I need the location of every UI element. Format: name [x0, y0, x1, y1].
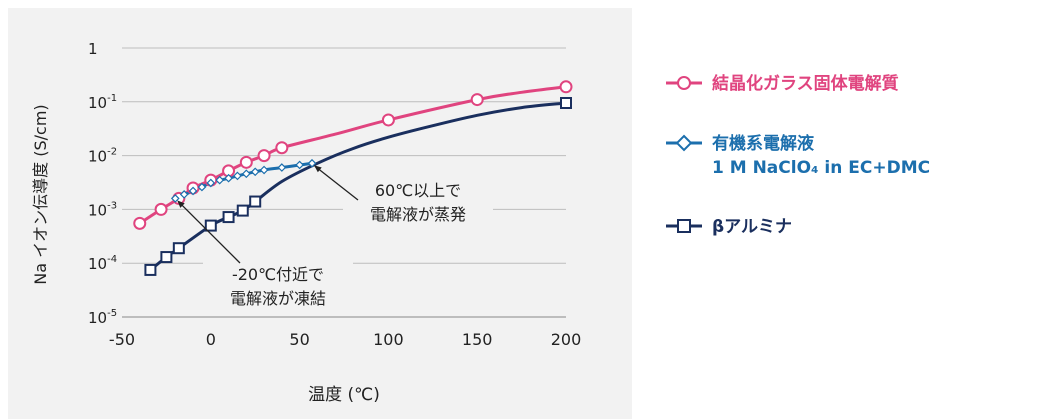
- annotation-arrow: [314, 165, 359, 201]
- legend-label-alumina: βアルミナ: [712, 217, 792, 237]
- data-point-circle: [559, 80, 573, 94]
- legend-sublabel-organic: 1 M NaClO₄ in EC+DMC: [712, 158, 931, 178]
- annotation-arrowhead-icon: [177, 200, 185, 208]
- data-point-diamond: [250, 167, 260, 177]
- annotation-text: 電解液が凍結: [230, 289, 326, 308]
- annotation-box: [203, 260, 353, 310]
- data-point-square: [222, 211, 235, 224]
- data-point-square: [144, 263, 157, 276]
- annotation-box: [343, 176, 493, 226]
- legend-circle-marker-icon: [666, 76, 702, 90]
- data-point-square: [172, 242, 185, 255]
- data-point-diamond: [215, 175, 225, 185]
- data-point-diamond: [188, 186, 198, 196]
- data-point-circle: [470, 93, 484, 107]
- data-point-circle: [239, 155, 253, 169]
- y-tick-label: 10-2: [88, 147, 117, 166]
- data-point-diamond: [233, 171, 242, 181]
- data-point-diamond: [197, 182, 207, 192]
- data-point-diamond: [277, 163, 287, 172]
- legend-label-glass: 結晶化ガラス固体電解質: [712, 74, 899, 94]
- data-point-square: [204, 219, 217, 232]
- legend-square-marker-icon: [666, 219, 702, 233]
- chart-panel: 1 10-1 10-2 10-3 10-4 10-5 -50 0 50 100 150 200 温度 (…: [8, 8, 632, 419]
- x-tick-label: 50: [289, 330, 309, 349]
- legend-label-organic: 有機系電解液: [712, 134, 814, 154]
- data-point-diamond: [206, 178, 216, 188]
- x-tick-label: 0: [206, 330, 216, 349]
- x-tick-label: 200: [551, 330, 582, 349]
- y-tick-label: 10-4: [88, 254, 117, 273]
- data-point-diamond: [295, 160, 304, 170]
- data-point-square: [560, 96, 572, 109]
- legend-item-alumina: βアルミナ: [664, 215, 792, 239]
- data-point-square: [236, 204, 249, 217]
- x-tick-label: 100: [373, 330, 404, 349]
- annotation-arrowhead-icon: [314, 165, 322, 173]
- data-point-square: [249, 195, 262, 208]
- y-tick-label: 1: [88, 40, 98, 58]
- series-line-square: [149, 101, 567, 272]
- y-tick-label: 10-1: [88, 93, 117, 112]
- legend-item-organic: 有機系電解液 1 M NaClO₄ in EC+DMC: [664, 132, 930, 180]
- annotation-text: 60℃以上で: [375, 181, 461, 200]
- conductivity-chart: 1 10-1 10-2 10-3 10-4 10-5 -50 0 50 100 150 200 温度 (…: [31, 40, 581, 405]
- data-point-diamond: [179, 190, 189, 199]
- legend-item-glass: 結晶化ガラス固体電解質: [664, 72, 899, 96]
- data-point-diamond: [224, 173, 233, 183]
- x-tick-label: -50: [109, 330, 135, 349]
- data-point-diamond: [307, 158, 317, 168]
- data-point-circle: [275, 141, 289, 155]
- annotation-text: -20℃付近で: [232, 265, 324, 284]
- legend-diamond-marker-icon: [666, 134, 702, 152]
- x-axis-label: 温度 (℃): [308, 385, 380, 405]
- data-point-circle: [154, 202, 168, 216]
- y-axis-label: Na イオン伝導度 (S/cm): [31, 104, 50, 284]
- axes: 1 10-1 10-2 10-3 10-4 10-5 -50 0 50 100 150 200 温度 (…: [31, 40, 581, 405]
- data-point-square: [160, 251, 173, 264]
- data-point-circle: [381, 113, 395, 127]
- data-points: [133, 80, 573, 276]
- data-point-diamond: [170, 194, 180, 203]
- data-point-diamond: [259, 165, 269, 175]
- data-point-diamond: [241, 169, 251, 179]
- y-tick-label: 10-5: [88, 308, 117, 327]
- annotation-arrow: [177, 200, 241, 264]
- x-tick-label: 150: [462, 330, 493, 349]
- annotation-text: 電解液が蒸発: [370, 205, 466, 224]
- y-tick-label: 10-3: [88, 200, 117, 219]
- data-point-circle: [257, 149, 271, 163]
- data-point-circle: [133, 216, 147, 230]
